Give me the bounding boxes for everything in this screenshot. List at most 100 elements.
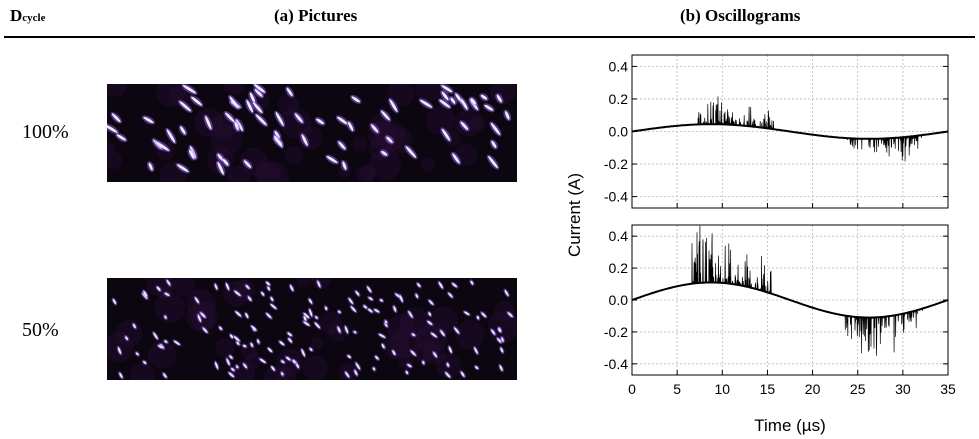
filament [142, 293, 148, 299]
glow-haze [310, 336, 324, 350]
filament [274, 130, 280, 139]
glow-haze [414, 339, 438, 363]
filament [438, 281, 443, 289]
filament [415, 293, 419, 298]
glow-haze [328, 323, 347, 342]
filament [143, 116, 154, 124]
filament [254, 84, 266, 93]
filament [490, 122, 501, 136]
filament [266, 312, 272, 319]
filament [348, 298, 354, 304]
filament [367, 286, 372, 293]
filament [317, 280, 321, 288]
filament [225, 282, 230, 291]
filament [354, 369, 358, 376]
filament [381, 110, 390, 121]
glow-haze [369, 148, 402, 181]
filament [245, 284, 250, 290]
y-tick-label: -0.4 [604, 189, 628, 205]
filament [496, 94, 502, 103]
filament [455, 93, 463, 103]
y-tick-label: -0.2 [604, 324, 628, 340]
filament [285, 356, 291, 361]
filament [430, 332, 437, 338]
glow-haze [426, 106, 455, 135]
filament [254, 89, 263, 97]
glow-haze [257, 161, 290, 182]
x-tick-label: 10 [714, 381, 730, 397]
glow-haze [444, 130, 461, 147]
filament [441, 128, 451, 141]
glow-haze [227, 166, 251, 182]
filament [419, 99, 433, 108]
filament [235, 119, 244, 131]
glow-haze [129, 362, 155, 380]
filament [164, 340, 168, 343]
filament [375, 355, 379, 360]
filament [481, 312, 487, 318]
filament [182, 84, 197, 94]
filament [368, 308, 373, 313]
filament [245, 313, 249, 318]
glow-haze [337, 164, 352, 178]
filament [507, 312, 513, 318]
filament [249, 92, 256, 103]
filament [112, 298, 117, 305]
y-tick-label: 0.4 [609, 228, 629, 244]
filament [247, 296, 252, 301]
filament [440, 330, 445, 337]
y-tick-label: 0.4 [609, 58, 629, 74]
filament [173, 340, 181, 346]
filament [441, 85, 453, 93]
x-tick-label: 15 [760, 381, 776, 397]
filament [470, 98, 476, 105]
glow-haze [387, 84, 415, 107]
filament [205, 115, 212, 130]
x-tick-label: 30 [895, 381, 911, 397]
filament [230, 334, 233, 339]
glow-haze [169, 85, 190, 106]
filament [257, 339, 260, 344]
filament [286, 87, 293, 97]
filament [234, 121, 239, 131]
filament [378, 333, 386, 338]
oscillogram-panel-100: 0.4 0.2 0.0 -0.2 -0.4 [604, 54, 949, 209]
filament [189, 149, 195, 160]
y-tick-label: 0.2 [609, 260, 629, 276]
filament [399, 294, 403, 303]
glow-haze [296, 278, 313, 288]
row-label-100: 100% [22, 121, 69, 143]
discharge-picture-50 [107, 278, 517, 380]
filament [303, 316, 307, 321]
filament [261, 291, 265, 296]
filament [236, 341, 240, 346]
filament [433, 352, 438, 358]
glow-haze [239, 147, 268, 176]
filament [225, 112, 235, 122]
filament [384, 320, 388, 324]
filament [355, 362, 361, 370]
glow-haze [375, 120, 406, 151]
filament [267, 286, 270, 291]
glow-haze [454, 108, 483, 137]
filament [363, 305, 367, 309]
x-axis-label: Time (µs) [754, 416, 826, 435]
glow-haze [224, 84, 246, 96]
filament [460, 121, 469, 130]
glow-haze [154, 292, 186, 323]
header-d-cycle: Dcycle [10, 6, 46, 25]
filament [405, 146, 417, 158]
y-tick-label: 0.0 [609, 292, 629, 308]
filament [119, 372, 123, 379]
header-pictures: (a) Pictures [274, 6, 358, 25]
glow-haze [360, 166, 375, 181]
glow-haze [241, 343, 258, 361]
filament [189, 146, 197, 159]
filament [275, 112, 284, 126]
filament [231, 367, 235, 372]
filament [243, 344, 247, 348]
filament [407, 364, 412, 368]
filament [488, 155, 498, 169]
filament [259, 358, 266, 364]
filament [411, 333, 416, 337]
